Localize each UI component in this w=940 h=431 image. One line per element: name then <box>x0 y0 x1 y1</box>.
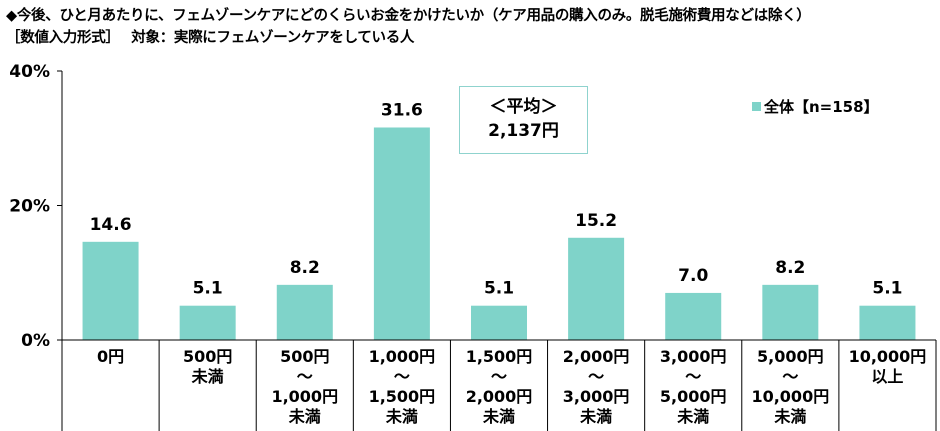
x-tick-label: ～ <box>588 367 604 386</box>
data-labels: 14.6 5.1 8.2 31.6 5.1 15.2 7.0 8.2 5.1 <box>90 100 903 298</box>
x-tick-label: 2,000円 <box>466 387 533 406</box>
data-label: 7.0 <box>678 266 708 286</box>
x-tick-label: 未満 <box>191 367 224 386</box>
bar <box>568 237 625 340</box>
x-tick-label: 10,000円 <box>751 387 829 406</box>
data-label: 8.2 <box>775 258 805 278</box>
x-tick-label: 未満 <box>676 407 709 426</box>
data-label: 15.2 <box>575 211 617 231</box>
legend-label: 全体【n=158】 <box>764 98 879 116</box>
x-tick-label: 1,000円 <box>369 347 436 366</box>
x-tick-label: ～ <box>491 367 507 386</box>
chart-title-line1: ◆今後、ひと月あたりに、フェムゾーンケアにどのくらいお金をかけたいか（ケア用品の… <box>6 8 811 24</box>
x-tick-label: ～ <box>685 367 701 386</box>
bar <box>665 292 722 340</box>
bar <box>179 305 236 340</box>
x-tick-label: 未満 <box>288 407 321 426</box>
x-tick-label: 1,500円 <box>466 347 533 366</box>
legend: 全体【n=158】 <box>752 96 879 117</box>
y-tick-label: 20% <box>9 197 50 217</box>
bar <box>276 284 333 340</box>
x-tick-label: 1,000円 <box>271 387 338 406</box>
average-box: ＜平均＞ 2,137円 <box>459 86 588 154</box>
bar <box>762 284 819 340</box>
data-label: 31.6 <box>381 100 423 120</box>
x-tick-label: 未満 <box>773 407 806 426</box>
y-axis: 0% 20% 40% <box>9 62 63 351</box>
data-label: 5.1 <box>484 279 514 299</box>
chart-title-line2: ［数値入力形式］ 対象：実際にフェムゾーンケアをしている人 <box>6 30 415 46</box>
x-tick-label: 3,000円 <box>660 347 727 366</box>
bar <box>82 241 139 340</box>
bar <box>859 305 916 340</box>
data-label: 8.2 <box>290 258 320 278</box>
bars <box>82 127 916 341</box>
bar <box>471 305 527 340</box>
data-label: 5.1 <box>193 279 223 299</box>
legend-swatch <box>752 102 761 111</box>
x-axis: 0円 500円未満500円～1,000円未満1,000円～1,500円未満1,50… <box>61 339 937 431</box>
x-tick-label: 1,500円 <box>369 387 436 406</box>
x-tick-label: 未満 <box>385 407 418 426</box>
x-tick-label: 5,000円 <box>660 387 727 406</box>
x-tick-label: 10,000円 <box>849 347 927 366</box>
y-tick-label: 0% <box>21 331 50 351</box>
y-tick-label: 40% <box>9 62 50 82</box>
x-tick-label: 5,000円 <box>757 347 824 366</box>
x-tick-label: 0円 <box>97 347 124 366</box>
data-label: 14.6 <box>90 215 132 235</box>
x-tick-label: 500円 <box>183 347 232 366</box>
bar <box>373 127 430 341</box>
x-tick-label: 以上 <box>871 367 903 386</box>
x-tick-label: ～ <box>394 367 410 386</box>
average-value: 2,137円 <box>488 121 559 141</box>
average-label: ＜平均＞ <box>489 97 558 117</box>
x-tick-label: ～ <box>297 367 313 386</box>
x-tick-label: ～ <box>782 367 798 386</box>
x-tick-label: 未満 <box>482 407 515 426</box>
x-tick-label: 500円 <box>280 347 329 366</box>
data-label: 5.1 <box>872 279 902 299</box>
x-tick-label: 未満 <box>579 407 612 426</box>
x-tick-label: 2,000円 <box>563 347 630 366</box>
x-tick-label: 3,000円 <box>563 387 630 406</box>
